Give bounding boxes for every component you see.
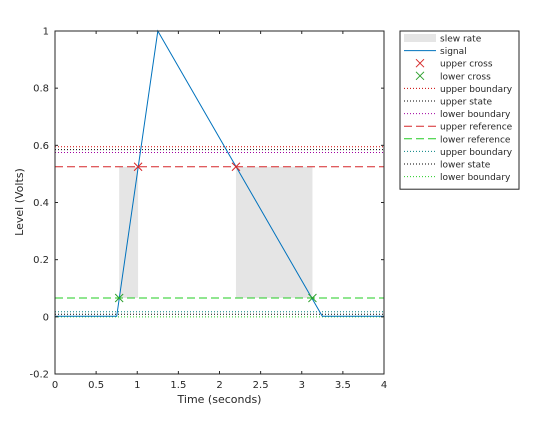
x-tick-label: 2.5 <box>253 380 269 391</box>
legend-entry: upper reference <box>404 123 513 133</box>
x-axis-label: Time (seconds) <box>177 393 262 406</box>
legend-swatch <box>404 34 436 42</box>
legend-swatch <box>415 58 425 68</box>
legend-label: upper state <box>440 98 492 108</box>
legend-label: upper cross <box>440 60 493 70</box>
legend-entry: upper boundary <box>404 148 513 158</box>
y-tick-label: 0.2 <box>33 255 49 266</box>
lower-cross-marker <box>308 293 317 303</box>
legend-entry: signal <box>404 47 467 57</box>
legend-label: slew rate <box>440 35 482 45</box>
legend-label: upper boundary <box>440 85 513 95</box>
y-tick-label: 1 <box>43 27 49 38</box>
legend-label: lower state <box>440 161 491 171</box>
legend: slew rate signal upper cross lower cross upp… <box>399 30 520 190</box>
x-tick-label: 4 <box>381 380 387 391</box>
x-tick-label: 0.5 <box>88 380 104 391</box>
legend-label: upper reference <box>440 123 513 133</box>
legend-entry: upper state <box>404 98 492 108</box>
plot-background <box>55 31 384 374</box>
legend-entry: upper cross <box>415 58 493 70</box>
legend-label: lower boundary <box>440 173 511 183</box>
legend-entry: lower cross <box>415 71 491 82</box>
legend-entry: lower state <box>404 161 491 171</box>
x-tick-label: 3 <box>299 380 305 391</box>
legend-entry: lower reference <box>404 135 511 145</box>
lower-cross-marker <box>114 293 124 303</box>
legend-label: upper boundary <box>440 148 513 158</box>
upper-cross-marker <box>231 162 241 172</box>
y-tick-label: 0.8 <box>33 84 49 95</box>
legend-label: lower boundary <box>440 110 511 120</box>
x-tick-label: 1.5 <box>170 380 186 391</box>
legend-label: lower cross <box>440 72 491 82</box>
x-tick-label: 0 <box>52 380 58 391</box>
y-tick-label: 0.6 <box>33 141 49 152</box>
y-tick-label: 0 <box>43 312 49 323</box>
y-tick-label: 0.4 <box>33 198 49 209</box>
legend-entry: lower boundary <box>404 110 511 120</box>
legend-label: lower reference <box>440 135 511 145</box>
x-tick-label: 1 <box>134 380 140 391</box>
legend-entry: lower boundary <box>404 173 511 183</box>
legend-label: signal <box>440 47 467 57</box>
legend-swatch <box>415 71 425 81</box>
upper-cross-marker <box>133 162 143 172</box>
y-tick-label: -0.2 <box>29 370 49 381</box>
x-tick-label: 3.5 <box>335 380 351 391</box>
plot-area: 0 0.5 1 1.5 2 2.5 3 3.5 4-0.200.20.40.60.81 <box>29 27 387 392</box>
x-tick-label: 2 <box>216 380 222 391</box>
legend-entry: slew rate <box>404 34 482 45</box>
legend-entry: upper boundary <box>404 85 513 95</box>
y-axis-label: Level (Volts) <box>13 168 26 236</box>
legend-box <box>399 30 520 190</box>
